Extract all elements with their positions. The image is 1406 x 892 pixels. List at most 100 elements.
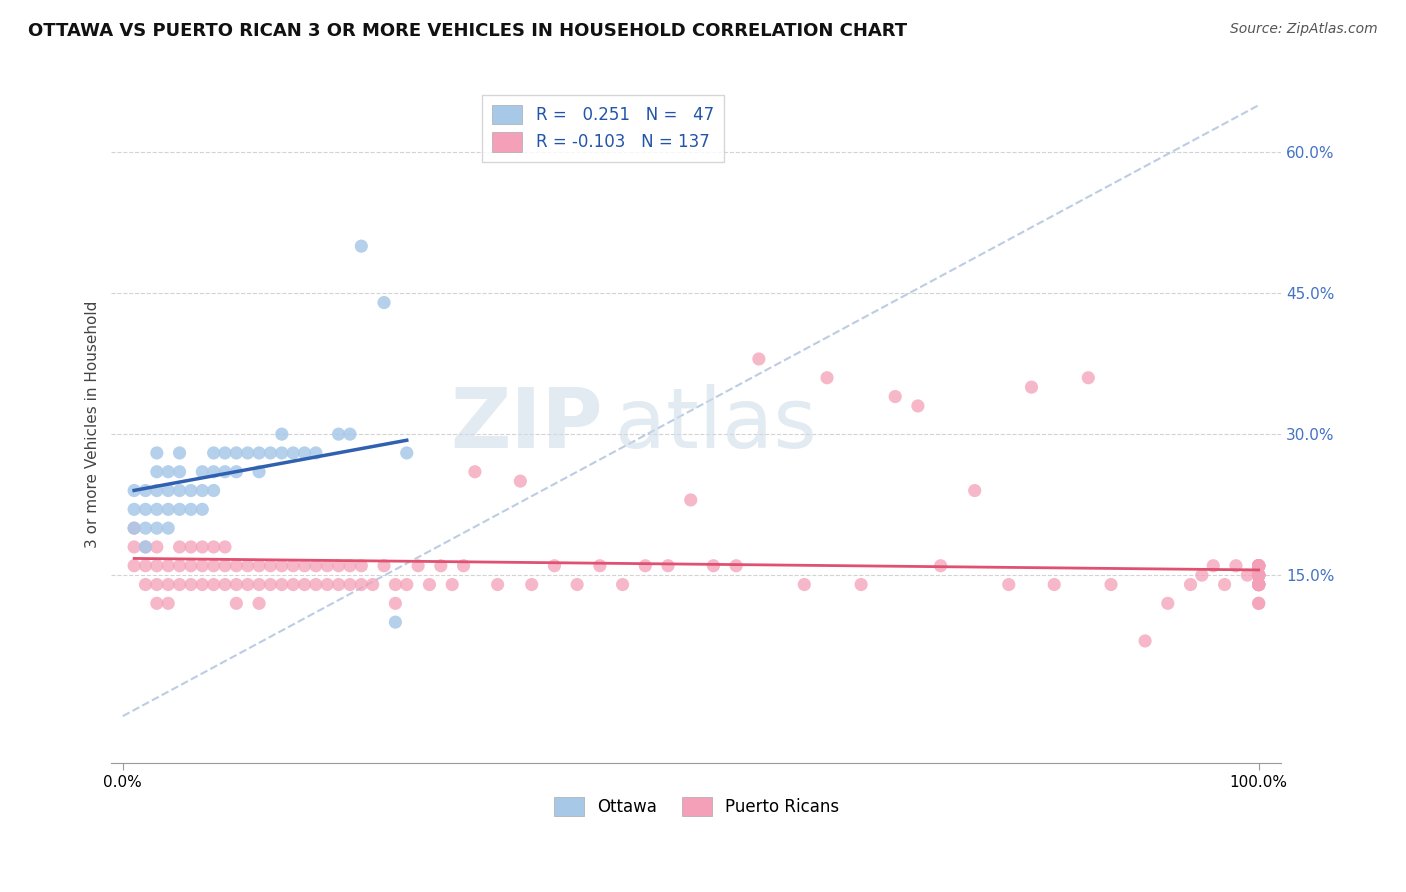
Point: [997, 577, 1019, 591]
Point: [373, 558, 395, 573]
Point: [305, 446, 328, 460]
Point: [259, 577, 281, 591]
Point: [122, 558, 145, 573]
Point: [214, 540, 236, 554]
Point: [1247, 568, 1270, 582]
Point: [157, 483, 180, 498]
Point: [679, 492, 702, 507]
Point: [1236, 568, 1258, 582]
Point: [361, 577, 384, 591]
Point: [634, 558, 657, 573]
Point: [1247, 558, 1270, 573]
Point: [225, 577, 247, 591]
Point: [283, 577, 305, 591]
Point: [339, 427, 361, 442]
Point: [1247, 577, 1270, 591]
Point: [180, 483, 202, 498]
Point: [1247, 558, 1270, 573]
Point: [373, 295, 395, 310]
Point: [543, 558, 565, 573]
Point: [191, 540, 214, 554]
Point: [1247, 558, 1270, 573]
Point: [328, 558, 350, 573]
Point: [1247, 577, 1270, 591]
Point: [169, 577, 191, 591]
Point: [157, 465, 180, 479]
Point: [1191, 568, 1213, 582]
Point: [350, 558, 373, 573]
Point: [395, 577, 418, 591]
Point: [270, 446, 292, 460]
Point: [157, 577, 180, 591]
Point: [612, 577, 634, 591]
Point: [122, 521, 145, 535]
Point: [270, 577, 292, 591]
Point: [793, 577, 815, 591]
Point: [225, 446, 247, 460]
Point: [180, 540, 202, 554]
Point: [1247, 577, 1270, 591]
Point: [395, 446, 418, 460]
Point: [339, 577, 361, 591]
Point: [270, 427, 292, 442]
Point: [589, 558, 612, 573]
Point: [1247, 577, 1270, 591]
Point: [328, 577, 350, 591]
Point: [464, 465, 486, 479]
Text: atlas: atlas: [614, 384, 817, 466]
Point: [1247, 577, 1270, 591]
Point: [1247, 558, 1270, 573]
Point: [247, 446, 270, 460]
Point: [191, 502, 214, 516]
Point: [169, 465, 191, 479]
Point: [1247, 577, 1270, 591]
Point: [565, 577, 588, 591]
Point: [849, 577, 872, 591]
Point: [146, 558, 169, 573]
Point: [202, 577, 225, 591]
Point: [169, 446, 191, 460]
Point: [884, 390, 907, 404]
Point: [305, 558, 328, 573]
Point: [406, 558, 429, 573]
Point: [1247, 568, 1270, 582]
Point: [247, 596, 270, 610]
Point: [1247, 558, 1270, 573]
Point: [283, 558, 305, 573]
Point: [1247, 558, 1270, 573]
Point: [122, 502, 145, 516]
Point: [236, 446, 259, 460]
Y-axis label: 3 or more Vehicles in Household: 3 or more Vehicles in Household: [86, 301, 100, 549]
Point: [236, 577, 259, 591]
Point: [1247, 558, 1270, 573]
Point: [328, 427, 350, 442]
Point: [1247, 558, 1270, 573]
Point: [963, 483, 986, 498]
Point: [146, 540, 169, 554]
Point: [702, 558, 724, 573]
Point: [122, 521, 145, 535]
Point: [283, 446, 305, 460]
Point: [1247, 577, 1270, 591]
Point: [146, 502, 169, 516]
Point: [384, 596, 406, 610]
Point: [748, 351, 770, 366]
Point: [657, 558, 679, 573]
Point: [225, 558, 247, 573]
Point: [202, 558, 225, 573]
Point: [191, 483, 214, 498]
Point: [1247, 568, 1270, 582]
Point: [294, 577, 316, 591]
Point: [146, 577, 169, 591]
Point: [214, 558, 236, 573]
Point: [122, 540, 145, 554]
Point: [294, 558, 316, 573]
Point: [169, 483, 191, 498]
Text: OTTAWA VS PUERTO RICAN 3 OR MORE VEHICLES IN HOUSEHOLD CORRELATION CHART: OTTAWA VS PUERTO RICAN 3 OR MORE VEHICLE…: [28, 22, 907, 40]
Point: [202, 483, 225, 498]
Point: [236, 558, 259, 573]
Point: [520, 577, 543, 591]
Point: [1213, 577, 1236, 591]
Point: [169, 502, 191, 516]
Point: [1247, 577, 1270, 591]
